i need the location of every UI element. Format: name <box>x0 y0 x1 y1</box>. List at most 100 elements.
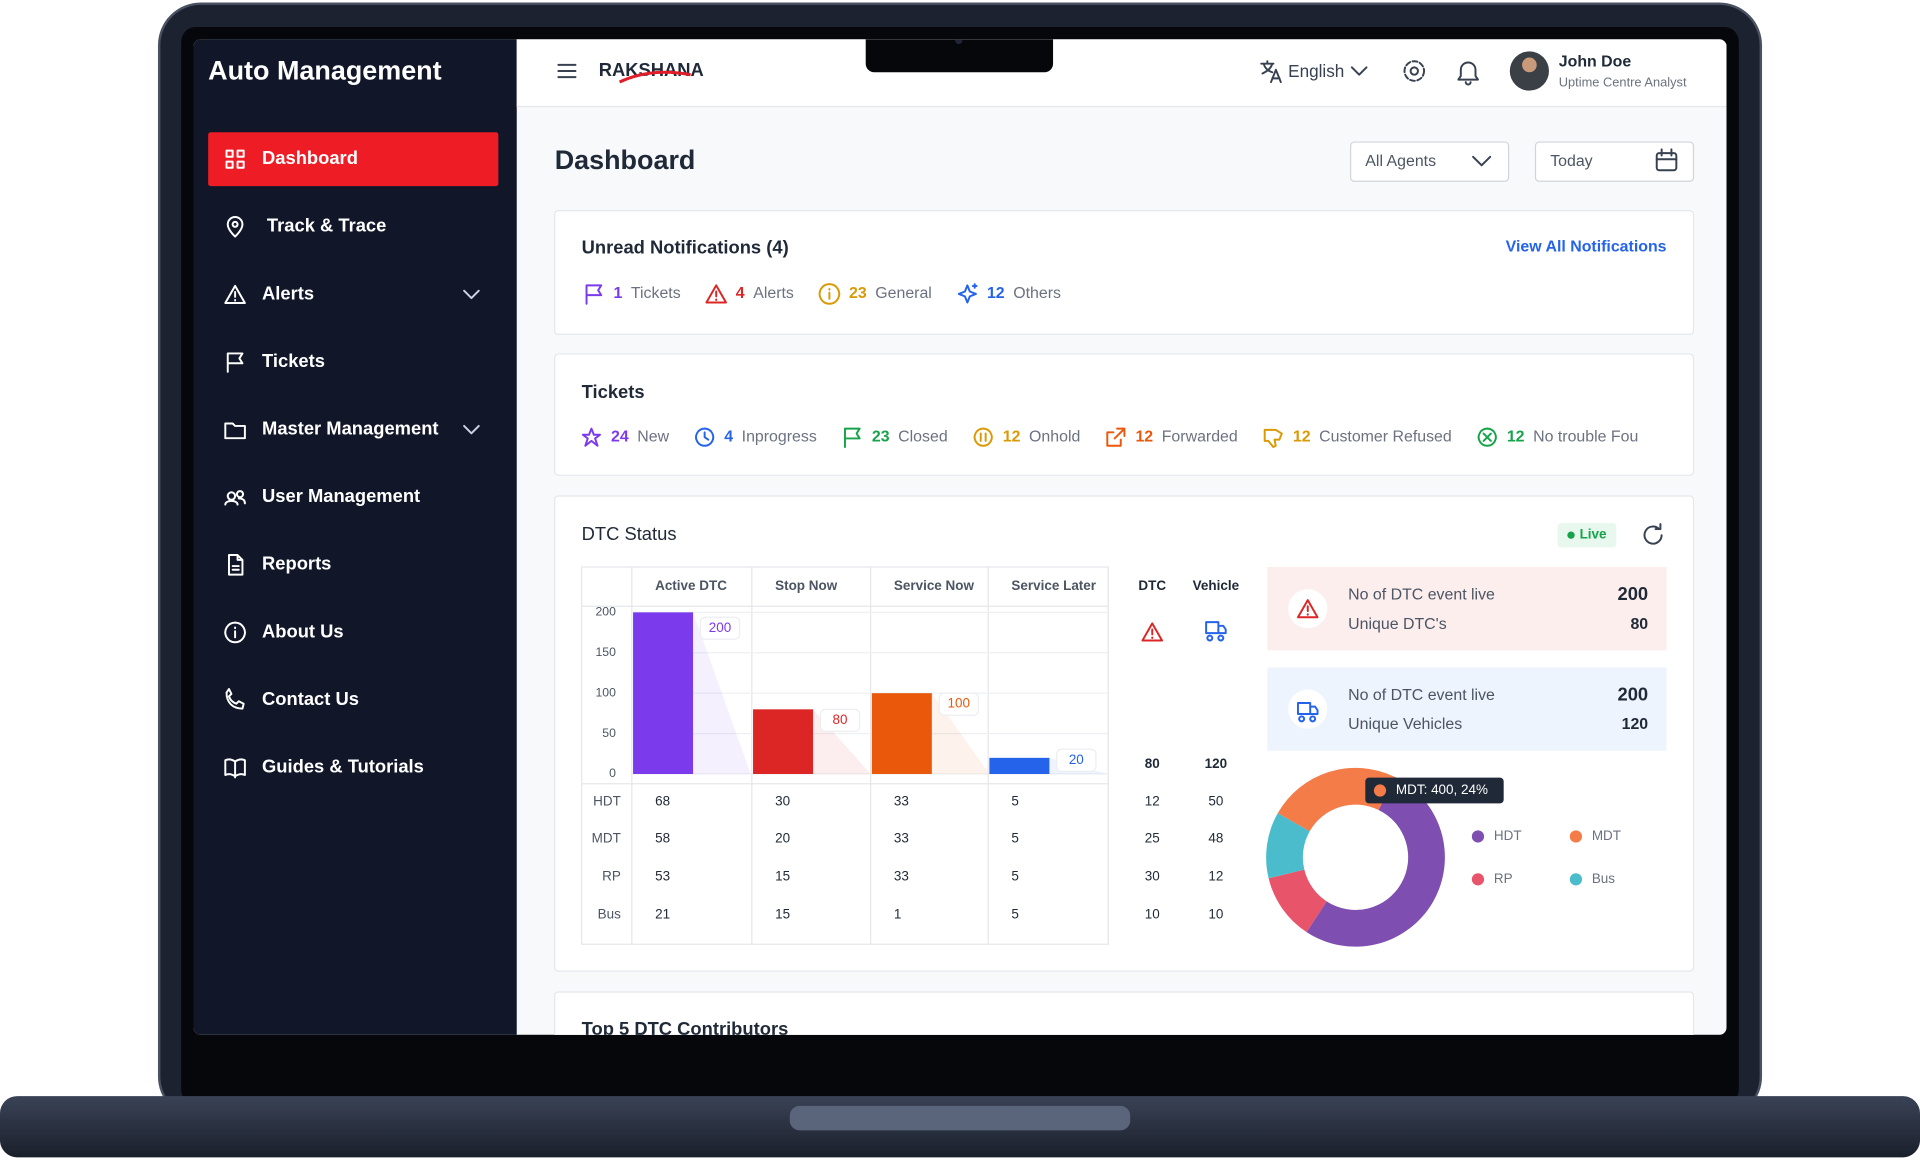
cell: 53 <box>655 868 670 883</box>
summary-icon <box>1296 701 1319 723</box>
refresh-icon[interactable] <box>1643 523 1663 545</box>
side-total: 120 <box>1205 756 1227 771</box>
donut-segment <box>1268 869 1327 933</box>
cell: 33 <box>894 830 909 845</box>
bell-icon[interactable] <box>1457 61 1479 86</box>
status-label: Onhold <box>1029 428 1080 445</box>
agent-filter[interactable] <box>1350 141 1510 182</box>
status-label: Customer Refused <box>1319 428 1452 445</box>
cell: 50 <box>1208 794 1223 809</box>
status-icon <box>818 283 841 305</box>
cell: 5 <box>1011 906 1018 921</box>
camera-notch <box>865 39 1054 73</box>
cell: 25 <box>1145 830 1160 845</box>
cell: 58 <box>655 830 670 845</box>
page-title: Dashboard <box>555 145 696 175</box>
y-tick-label: 150 <box>595 645 616 659</box>
live-dot <box>1567 531 1575 539</box>
side-total: 80 <box>1145 756 1160 771</box>
value-label: 200 <box>709 620 731 635</box>
cell: 30 <box>1145 868 1160 883</box>
agent-filter-chevron <box>1472 155 1492 167</box>
summary-value: 200 <box>1618 583 1649 604</box>
status-icon <box>695 427 715 447</box>
value-label: 20 <box>1069 752 1084 767</box>
summary-card <box>1267 567 1667 651</box>
nav-item[interactable]: About Us <box>262 620 344 641</box>
nav-item[interactable]: User Management <box>262 485 420 506</box>
bar <box>753 709 814 774</box>
sidebar-title: Auto Management <box>208 55 441 85</box>
nav-item[interactable]: Track & Trace <box>267 215 386 236</box>
contributors-card <box>554 991 1695 1035</box>
nav-icon <box>224 621 246 644</box>
status-count: 23 <box>872 428 890 445</box>
value-badge <box>699 616 741 640</box>
vehicle-icon <box>1205 621 1227 642</box>
summary-value: 200 <box>1618 683 1649 704</box>
donut-segment <box>1266 813 1310 879</box>
y-tick-label: 50 <box>602 726 616 740</box>
column-header: Active DTC <box>655 578 727 593</box>
tickets-title: Tickets <box>582 381 645 402</box>
side-header: DTC <box>1138 578 1166 593</box>
legend-dot <box>1569 830 1583 843</box>
nav-item[interactable]: Alerts <box>262 282 314 303</box>
status-count: 12 <box>1003 428 1021 445</box>
nav-item[interactable]: Tickets <box>262 350 325 371</box>
language[interactable]: English <box>1288 61 1344 81</box>
laptop-notch <box>789 1105 1131 1131</box>
nav-icon <box>224 422 246 440</box>
notifications-title: Unread Notifications (4) <box>582 236 789 257</box>
cell: 30 <box>775 794 790 809</box>
language-chevron[interactable] <box>1350 66 1368 76</box>
settings-icon[interactable] <box>1403 60 1426 82</box>
menu-icon[interactable] <box>557 63 577 79</box>
column-header: Stop Now <box>775 578 838 593</box>
nav-chevron <box>463 289 480 300</box>
value-label: 80 <box>833 712 848 727</box>
nav-item[interactable]: Contact Us <box>262 688 359 709</box>
nav-icon <box>225 149 245 169</box>
row-label: RP <box>602 868 621 883</box>
legend-label: Bus <box>1592 871 1615 886</box>
brand: RAKSHANA <box>599 59 704 80</box>
status-label: Alerts <box>753 285 794 302</box>
nav-item[interactable]: Dashboard <box>262 147 358 168</box>
notifications-card <box>554 210 1695 335</box>
nav-icon <box>226 352 244 373</box>
date-filter[interactable] <box>1534 141 1695 182</box>
status-icon <box>1477 427 1497 447</box>
status-label: Tickets <box>631 285 681 302</box>
column-header: Service Now <box>894 578 975 593</box>
donut-segment <box>1306 776 1445 947</box>
tickets-card <box>554 353 1695 476</box>
tooltip-label: MDT: 400, 24% <box>1396 782 1488 797</box>
nav-item[interactable]: Guides & Tutorials <box>262 755 424 776</box>
status-count: 12 <box>1135 428 1153 445</box>
cell: 12 <box>1145 794 1160 809</box>
summary-label: No of DTC event live <box>1348 687 1495 704</box>
cell: 1 <box>894 906 901 921</box>
summary-label: Unique Vehicles <box>1348 716 1462 733</box>
nav-icon <box>224 758 246 779</box>
nav-chevron <box>463 424 480 435</box>
legend-dot <box>1569 873 1583 886</box>
cell: 10 <box>1208 906 1223 921</box>
nav-item[interactable]: Master Management <box>262 417 439 438</box>
status-icon <box>581 427 601 447</box>
summary-label: No of DTC event live <box>1348 586 1495 603</box>
summary-icon <box>1296 599 1319 619</box>
summary-value: 120 <box>1622 716 1649 733</box>
nav-item[interactable]: Reports <box>262 553 331 574</box>
status-count: 12 <box>1293 428 1311 445</box>
status-count: 12 <box>1507 428 1525 445</box>
camera <box>955 39 963 45</box>
cell: 21 <box>655 906 670 921</box>
view-all-link[interactable]: View All Notifications <box>1506 239 1667 256</box>
status-count: 12 <box>987 285 1005 302</box>
live-badge <box>1557 522 1617 548</box>
status-label: No trouble Fou <box>1533 428 1638 445</box>
status-label: General <box>875 285 932 302</box>
